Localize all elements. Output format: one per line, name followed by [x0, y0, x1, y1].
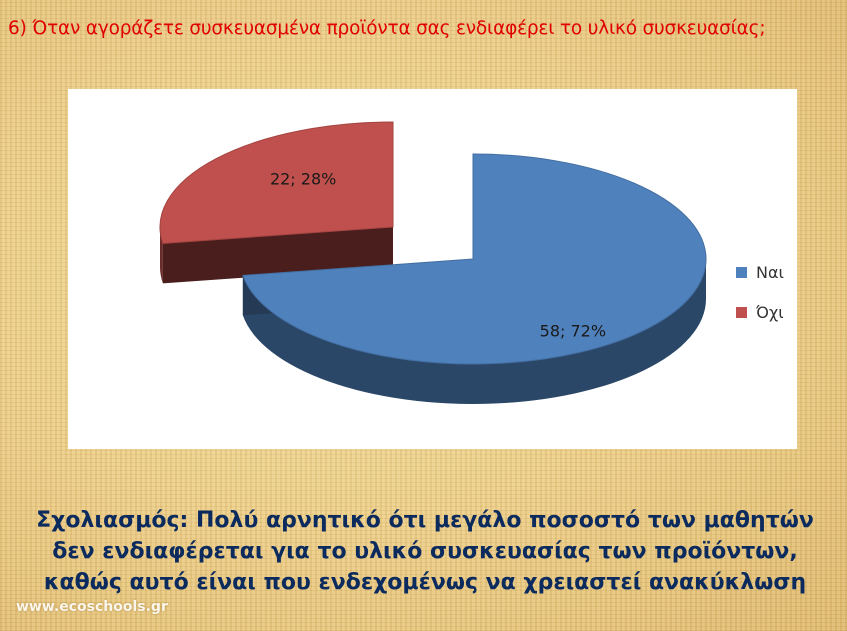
- pie-side-0: [242, 259, 706, 404]
- legend-label-no: Όχι: [756, 303, 784, 322]
- comment-text: Σχολιασμός: Πολύ αρνητικό ότι μεγάλο ποσ…: [36, 508, 814, 595]
- legend-swatch-no: [736, 307, 747, 318]
- slide-title: 6) Όταν αγοράζετε συσκευασμένα προϊόντα …: [8, 18, 766, 39]
- pie-chart: 58; 72% 22; 28%: [159, 121, 707, 404]
- legend-swatch-yes: [736, 267, 747, 278]
- watermark: www.ecoschools.gr: [16, 599, 168, 615]
- pie-side-1: [160, 227, 163, 284]
- data-label-1: 22; 28%: [270, 170, 336, 189]
- chart-panel: 58; 72% 22; 28% Ναι Όχι: [68, 89, 797, 449]
- legend-label-yes: Ναι: [756, 263, 784, 282]
- data-label-0: 58; 72%: [540, 321, 606, 340]
- pie-slice-0: [242, 153, 707, 365]
- pie-slice-1: [159, 121, 394, 244]
